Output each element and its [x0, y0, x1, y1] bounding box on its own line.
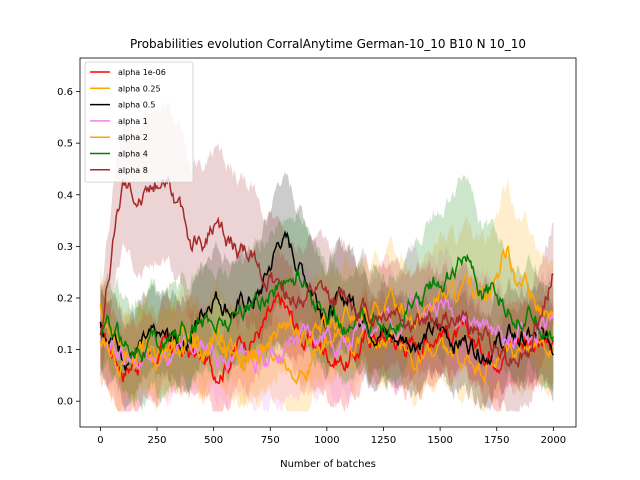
x-tick-label: 0: [97, 435, 103, 446]
y-tick-label: 0.6: [57, 87, 73, 98]
legend: alpha 1e-06 alpha 0.25 alpha 0.5 alpha 1 alp…: [84, 61, 194, 183]
x-tick-label: 500: [204, 435, 223, 446]
chart-title: Probabilities evolution CorralAnytime Ge…: [130, 37, 526, 51]
legend-label-alpha-1e-06: alpha 1e-06: [118, 68, 166, 77]
x-tick-label: 750: [261, 435, 280, 446]
y-tick-label: 0.5: [57, 139, 73, 150]
legend-label-alpha-4: alpha 4: [118, 150, 148, 159]
legend-label-alpha-1: alpha 1: [118, 117, 148, 126]
axes-frame: [79, 57, 577, 428]
x-tick-label: 2000: [541, 435, 566, 446]
legend-label-alpha-2: alpha 2: [118, 133, 148, 142]
x-tick-label: 250: [147, 435, 166, 446]
x-tick-label: 1250: [371, 435, 396, 446]
legend-label-alpha-8: alpha 8: [118, 166, 148, 175]
y-tick-label: 0.1: [57, 345, 73, 356]
y-tick-label: 0.0: [57, 397, 73, 408]
legend-label-alpha-0-25: alpha 0.25: [118, 84, 161, 93]
x-axis-label: Number of batches: [280, 459, 376, 470]
y-tick-label: 0.4: [57, 190, 73, 201]
x-tick-label: 1000: [314, 435, 339, 446]
x-tick-label: 1500: [427, 435, 452, 446]
series-lines: [99, 175, 555, 385]
axes: 0 250 500 750 1000 1250 1500 1750 2000 0.0 0.1 0.2 0…: [57, 57, 577, 446]
y-tick-label: 0.3: [57, 242, 73, 253]
legend-box: [84, 61, 194, 183]
legend-label-alpha-0-5: alpha 0.5: [118, 101, 155, 110]
plot-area: [99, 100, 555, 412]
series-line-alpha-1: [99, 293, 555, 374]
y-tick-label: 0.2: [57, 293, 73, 304]
series-line-alpha-4: [99, 253, 555, 362]
series-line-alpha-8: [99, 175, 554, 368]
x-tick-label: 1750: [484, 435, 509, 446]
